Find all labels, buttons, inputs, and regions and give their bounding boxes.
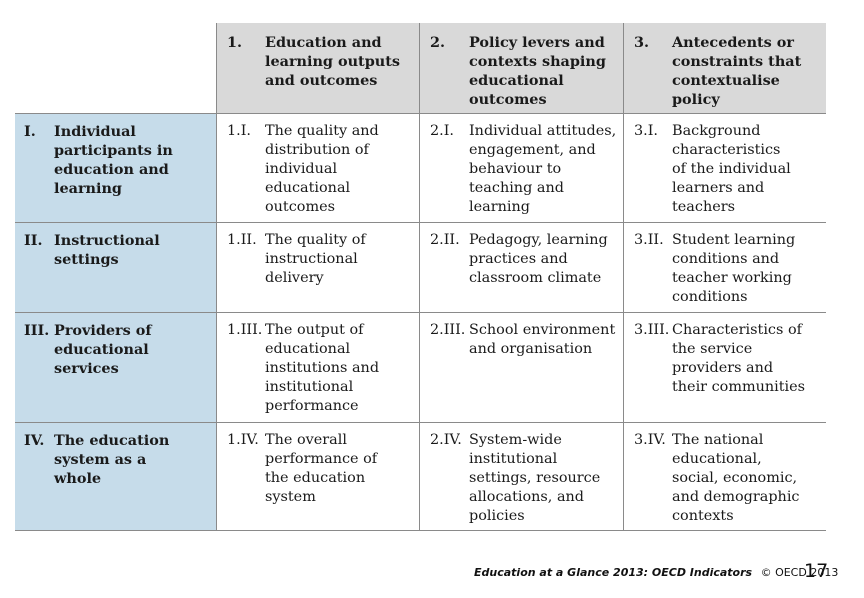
rule-col-2: [419, 23, 420, 530]
header-cell-bg-1: [217, 23, 419, 113]
footer-copyright: © OECD 2013: [760, 566, 839, 579]
row-number: II.: [24, 232, 43, 249]
row-header-bg-2: [15, 223, 216, 312]
cell-code: 3.IV.: [634, 432, 666, 448]
cell-code: 1.IV.: [227, 432, 259, 448]
cell-code: 1.I.: [227, 123, 251, 139]
row-header-bg-1: [15, 114, 216, 222]
column-number: 2.: [430, 34, 446, 51]
column-title: Antecedents or constraints that contextu…: [672, 34, 802, 108]
column-number: 3.: [634, 34, 650, 51]
page-footer: Education at a Glance 2013: OECD Indicat…: [474, 566, 838, 579]
page-number: 17: [804, 560, 829, 582]
cell-code: 3.III.: [634, 322, 670, 338]
cell-text: System-wide institutional settings, reso…: [469, 432, 601, 524]
cell-code: 1.II.: [227, 232, 257, 248]
cell-text: Background characteristics of the indivi…: [672, 123, 791, 215]
row-number: IV.: [24, 432, 45, 449]
rule-row-2: [15, 312, 826, 313]
cell-text: The overall performance of the education…: [265, 432, 378, 505]
cell-code: 1.III.: [227, 322, 263, 338]
cell-code: 3.I.: [634, 123, 658, 139]
column-title: Policy levers and contexts shaping educa…: [469, 34, 606, 108]
cell-code: 3.II.: [634, 232, 664, 248]
row-title: Instructional settings: [54, 232, 160, 268]
cell-code: 2.II.: [430, 232, 460, 248]
cell-text: Characteristics of the service providers…: [672, 322, 806, 395]
rule-header-bottom: [15, 113, 826, 114]
cell-text: Student learning conditions and teacher …: [672, 232, 796, 305]
cell-text: The quality and distribution of individu…: [265, 123, 379, 215]
cell-code: 2.I.: [430, 123, 454, 139]
header-cell-bg-2: [420, 23, 623, 113]
column-title: Education and learning outputs and outco…: [265, 34, 400, 89]
rule-row-3: [15, 422, 826, 423]
cell-code: 2.IV.: [430, 432, 462, 448]
cell-text: The output of educational institutions a…: [265, 322, 380, 414]
column-number: 1.: [227, 34, 243, 51]
cell-code: 2.III.: [430, 322, 466, 338]
cell-text: The quality of instructional delivery: [265, 232, 366, 286]
rule-row-1: [15, 222, 826, 223]
footer-publication-title: Education at a Glance 2013: OECD Indicat…: [474, 566, 753, 579]
row-title: Providers of educational services: [54, 322, 152, 377]
row-number: III.: [24, 322, 50, 339]
row-number: I.: [24, 123, 36, 140]
row-header-bg-3: [15, 313, 216, 422]
rule-col-1: [216, 23, 217, 530]
cell-text: The national educational, social, econom…: [672, 432, 800, 524]
rule-table-bottom: [15, 530, 826, 531]
cell-text: Pedagogy, learning practices and classro…: [469, 232, 608, 286]
rule-col-3: [623, 23, 624, 530]
cell-text: Individual attitudes, engagement, and be…: [469, 123, 617, 215]
cell-text: School environment and organisation: [469, 322, 616, 357]
row-title: Individual participants in education and…: [54, 123, 173, 197]
header-cell-bg-3: [624, 23, 826, 113]
row-title: The education system as a whole: [54, 432, 170, 487]
row-header-bg-4: [15, 423, 216, 530]
